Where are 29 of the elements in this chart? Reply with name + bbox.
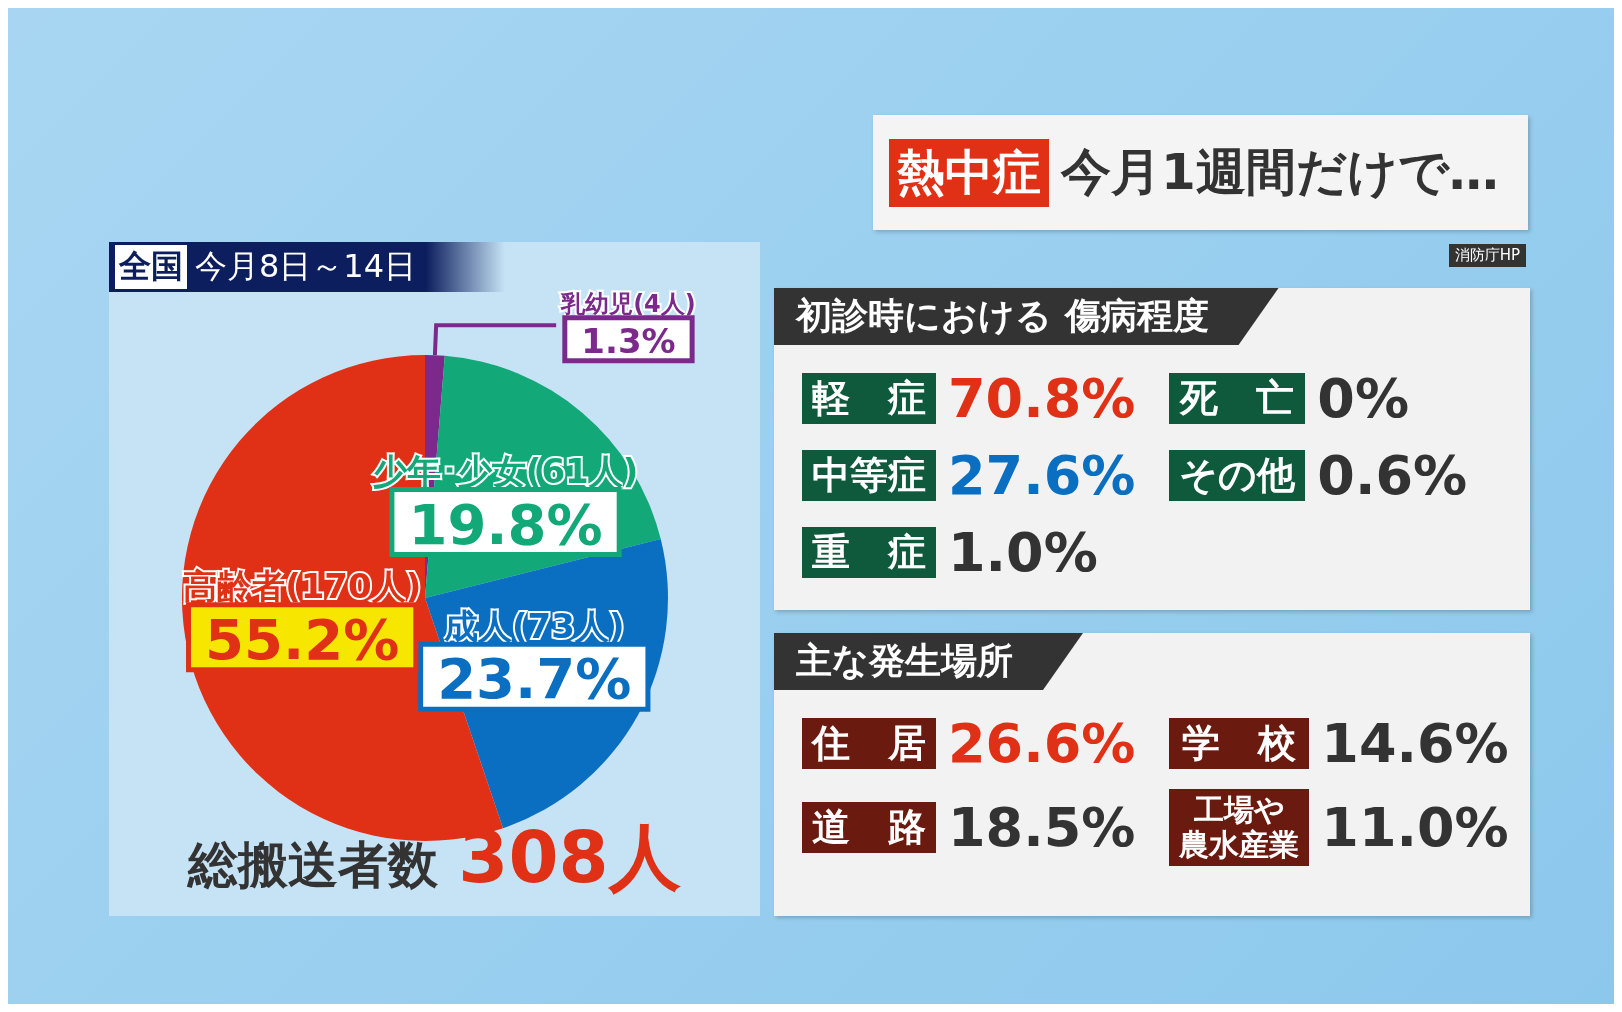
text: 0.6% (1317, 444, 1468, 507)
text: 18.5% (948, 796, 1136, 859)
chart-subtitle: 全国 今月8日～14日 (118, 246, 417, 287)
text: 70.8% (948, 367, 1136, 430)
category-label: 学 校 (1169, 717, 1310, 770)
text: 消防庁HP (1448, 244, 1526, 267)
slice-label: 乳幼児(4人) (560, 290, 696, 319)
text: 熱中症 今月1週間だけで… (896, 142, 1499, 203)
category-label: 死 亡 (1169, 372, 1306, 425)
category-label: 軽 症 (802, 372, 936, 425)
text: 11.0% (1321, 796, 1509, 859)
category-label: 重 症 (802, 526, 936, 579)
category-label: 道 路 (802, 801, 936, 854)
data-label: 55.2% (205, 606, 400, 672)
text: 14.6% (1321, 712, 1509, 775)
data-label: 19.8% (408, 491, 603, 557)
text: 総搬送者数 308人 (188, 815, 681, 899)
text: 1.0% (948, 521, 1098, 584)
category-label: 工場や農水産業 (1169, 789, 1310, 866)
text: 初診時における 傷病程度 (774, 288, 1279, 345)
text: 27.6% (948, 444, 1136, 507)
data-label: 1.3% (581, 321, 676, 362)
text: 0% (1317, 367, 1410, 430)
text: 26.6% (948, 712, 1136, 775)
text: 主な発生場所 (774, 633, 1083, 690)
category-label: 住 居 (802, 717, 936, 770)
category-label: その他 (1169, 449, 1306, 502)
category-label: 中等症 (802, 449, 936, 502)
data-label: 23.7% (437, 646, 632, 712)
